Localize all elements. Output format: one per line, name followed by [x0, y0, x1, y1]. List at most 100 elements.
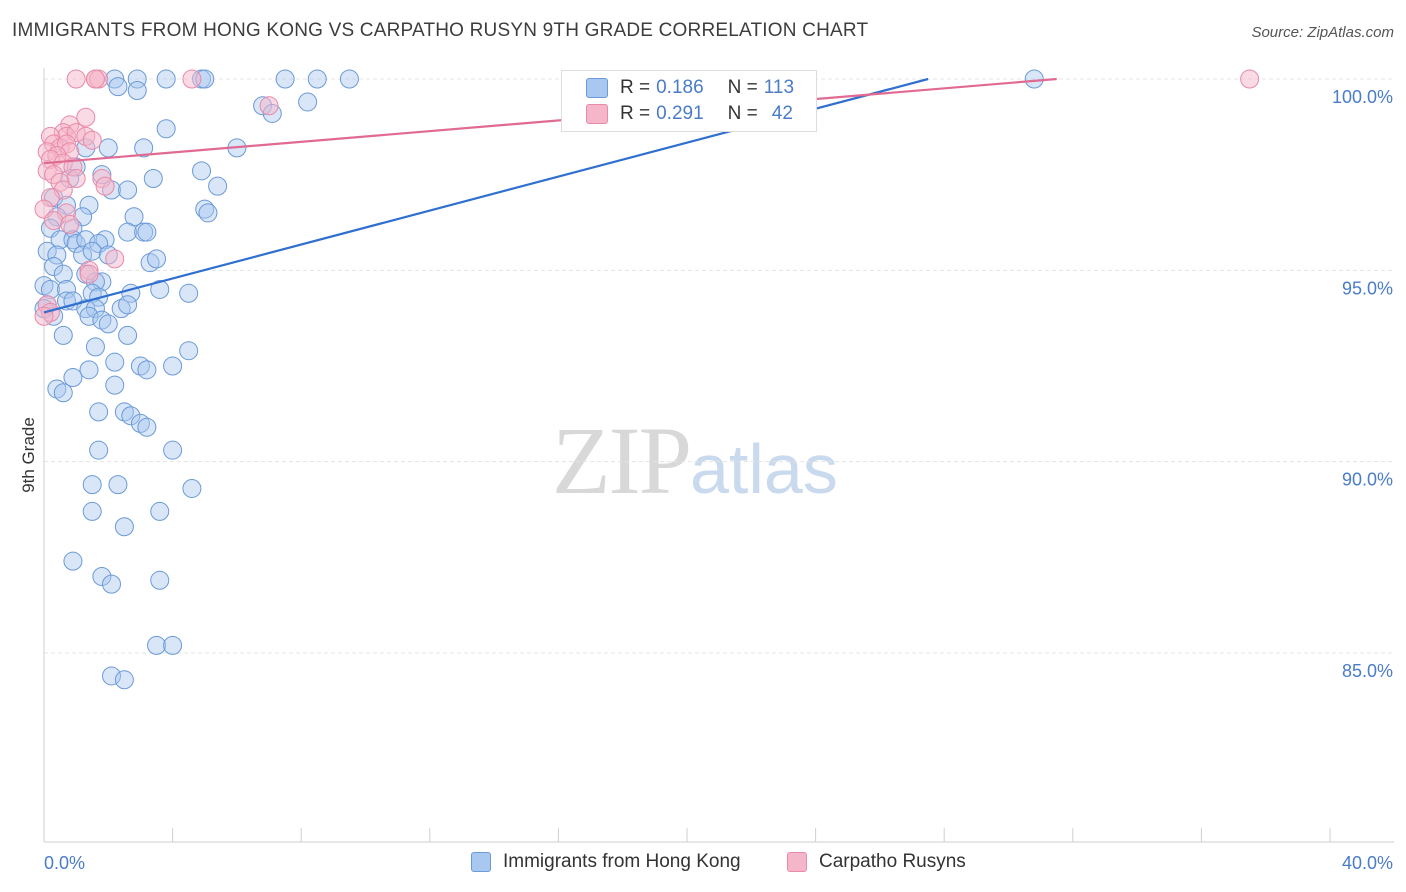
legend-swatch-blue: [471, 852, 491, 872]
grid-lines: [44, 78, 1394, 654]
data-point-carpatho-rusyn: [79, 264, 99, 284]
data-point-hong-kong: [298, 92, 318, 112]
trend-lines: [43, 77, 1057, 314]
data-point-hong-kong: [89, 402, 109, 422]
data-point-hong-kong: [92, 566, 112, 586]
data-point-hong-kong: [156, 119, 176, 139]
legend-swatch-blue: [586, 78, 608, 98]
legend-pink-r: 0.291: [656, 103, 704, 124]
data-point-hong-kong: [150, 570, 170, 590]
data-point-hong-kong: [147, 249, 167, 269]
legend-row-blue: R = 0.186 N = 113: [562, 75, 802, 101]
y-tick-label: 100.0%: [1332, 87, 1393, 107]
data-point-hong-kong: [179, 283, 199, 303]
data-point-hong-kong: [102, 574, 122, 594]
data-point-hong-kong: [195, 199, 215, 219]
data-point-hong-kong: [79, 195, 99, 215]
trend-line-carpatho-rusyn: [43, 77, 1057, 165]
data-point-hong-kong: [127, 69, 147, 89]
data-point-hong-kong: [137, 222, 157, 242]
tick-labels: 85.0% 90.0% 95.0% 100.0% 0.0% 40.0%: [44, 87, 1393, 873]
data-point-hong-kong: [82, 501, 102, 521]
legend-item-carpatho-rusyns[interactable]: Carpatho Rusyns: [787, 851, 966, 873]
data-point-carpatho-rusyn: [95, 176, 115, 196]
correlation-legend: R = 0.186 N = 113 R = 0.291 N = 42: [561, 70, 817, 132]
data-point-hong-kong: [114, 670, 134, 690]
chart-title: IMMIGRANTS FROM HONG KONG VS CARPATHO RU…: [12, 20, 869, 41]
data-point-hong-kong: [182, 478, 202, 498]
watermark-zip: ZIP: [552, 407, 692, 514]
data-point-hong-kong: [127, 80, 147, 100]
data-point-hong-kong: [163, 440, 183, 460]
data-point-hong-kong: [47, 245, 67, 265]
data-point-carpatho-rusyn: [182, 69, 202, 89]
y-tick-label: 95.0%: [1342, 278, 1393, 298]
data-point-hong-kong: [40, 279, 60, 299]
data-point-hong-kong: [98, 138, 118, 158]
data-point-hong-kong: [63, 367, 83, 387]
data-point-hong-kong: [163, 635, 183, 655]
y-tick-label: 85.0%: [1342, 661, 1393, 681]
data-point-hong-kong: [89, 440, 109, 460]
data-point-hong-kong: [53, 264, 73, 284]
data-point-hong-kong: [82, 475, 102, 495]
legend-r-label: R =: [620, 77, 651, 98]
data-point-hong-kong: [118, 180, 138, 200]
data-point-hong-kong: [105, 352, 125, 372]
x-tick-label: 0.0%: [44, 853, 85, 873]
data-point-hong-kong: [192, 161, 212, 181]
data-point-hong-kong: [102, 666, 122, 686]
data-point-hong-kong: [108, 77, 128, 97]
data-point-hong-kong: [121, 406, 141, 426]
data-point-hong-kong: [105, 375, 125, 395]
watermark-atlas: atlas: [690, 430, 838, 508]
data-point-hong-kong: [307, 69, 327, 89]
data-point-hong-kong: [275, 69, 295, 89]
legend-blue-n: 113: [763, 77, 795, 98]
data-point-hong-kong: [63, 551, 83, 571]
data-point-hong-kong: [118, 222, 138, 242]
y-tick-label: 90.0%: [1342, 470, 1393, 490]
legend-blue-r: 0.186: [656, 77, 704, 98]
data-point-hong-kong: [1024, 69, 1044, 89]
series-legend: Immigrants from Hong Kong Carpatho Rusyn…: [0, 851, 1406, 877]
data-point-hong-kong: [147, 635, 167, 655]
data-point-hong-kong: [198, 203, 218, 223]
legend-swatch-pink: [787, 852, 807, 872]
data-point-hong-kong: [108, 475, 128, 495]
data-point-hong-kong: [66, 234, 86, 254]
legend-r-label: R =: [620, 103, 651, 124]
data-point-hong-kong: [82, 241, 102, 261]
data-point-hong-kong: [137, 417, 157, 437]
data-point-hong-kong: [79, 360, 99, 380]
source-label: Source: ZipAtlas.com: [1251, 24, 1394, 41]
data-point-hong-kong: [150, 279, 170, 299]
data-point-hong-kong: [79, 306, 99, 326]
data-point-hong-kong: [163, 356, 183, 376]
data-point-hong-kong: [114, 517, 134, 537]
data-point-hong-kong: [134, 138, 154, 158]
data-point-carpatho-rusyn: [66, 69, 86, 89]
legend-n-label: N =: [727, 103, 758, 124]
series-blue-points: [34, 69, 1044, 690]
data-point-hong-kong: [156, 69, 176, 89]
data-point-carpatho-rusyn: [60, 214, 80, 234]
data-point-carpatho-rusyn: [44, 211, 64, 231]
legend-item-hong-kong[interactable]: Immigrants from Hong Kong: [471, 851, 741, 873]
legend-swatch-pink: [586, 104, 608, 124]
legend-row-pink: R = 0.291 N = 42: [562, 101, 801, 127]
data-point-hong-kong: [57, 279, 77, 299]
y-axis-label: 9th Grade: [19, 417, 38, 493]
legend-n-label: N =: [727, 77, 758, 98]
data-point-hong-kong: [137, 360, 157, 380]
legend-pink-n: 42: [771, 103, 793, 124]
axes: [43, 68, 1394, 843]
x-tick-label: 40.0%: [1342, 853, 1393, 873]
series-pink-points: [34, 69, 1260, 326]
data-point-hong-kong: [53, 325, 73, 345]
data-point-hong-kong: [118, 295, 138, 315]
data-point-hong-kong: [339, 69, 359, 89]
data-point-carpatho-rusyn: [105, 249, 125, 269]
data-point-carpatho-rusyn: [76, 107, 96, 127]
data-point-carpatho-rusyn: [82, 130, 102, 150]
